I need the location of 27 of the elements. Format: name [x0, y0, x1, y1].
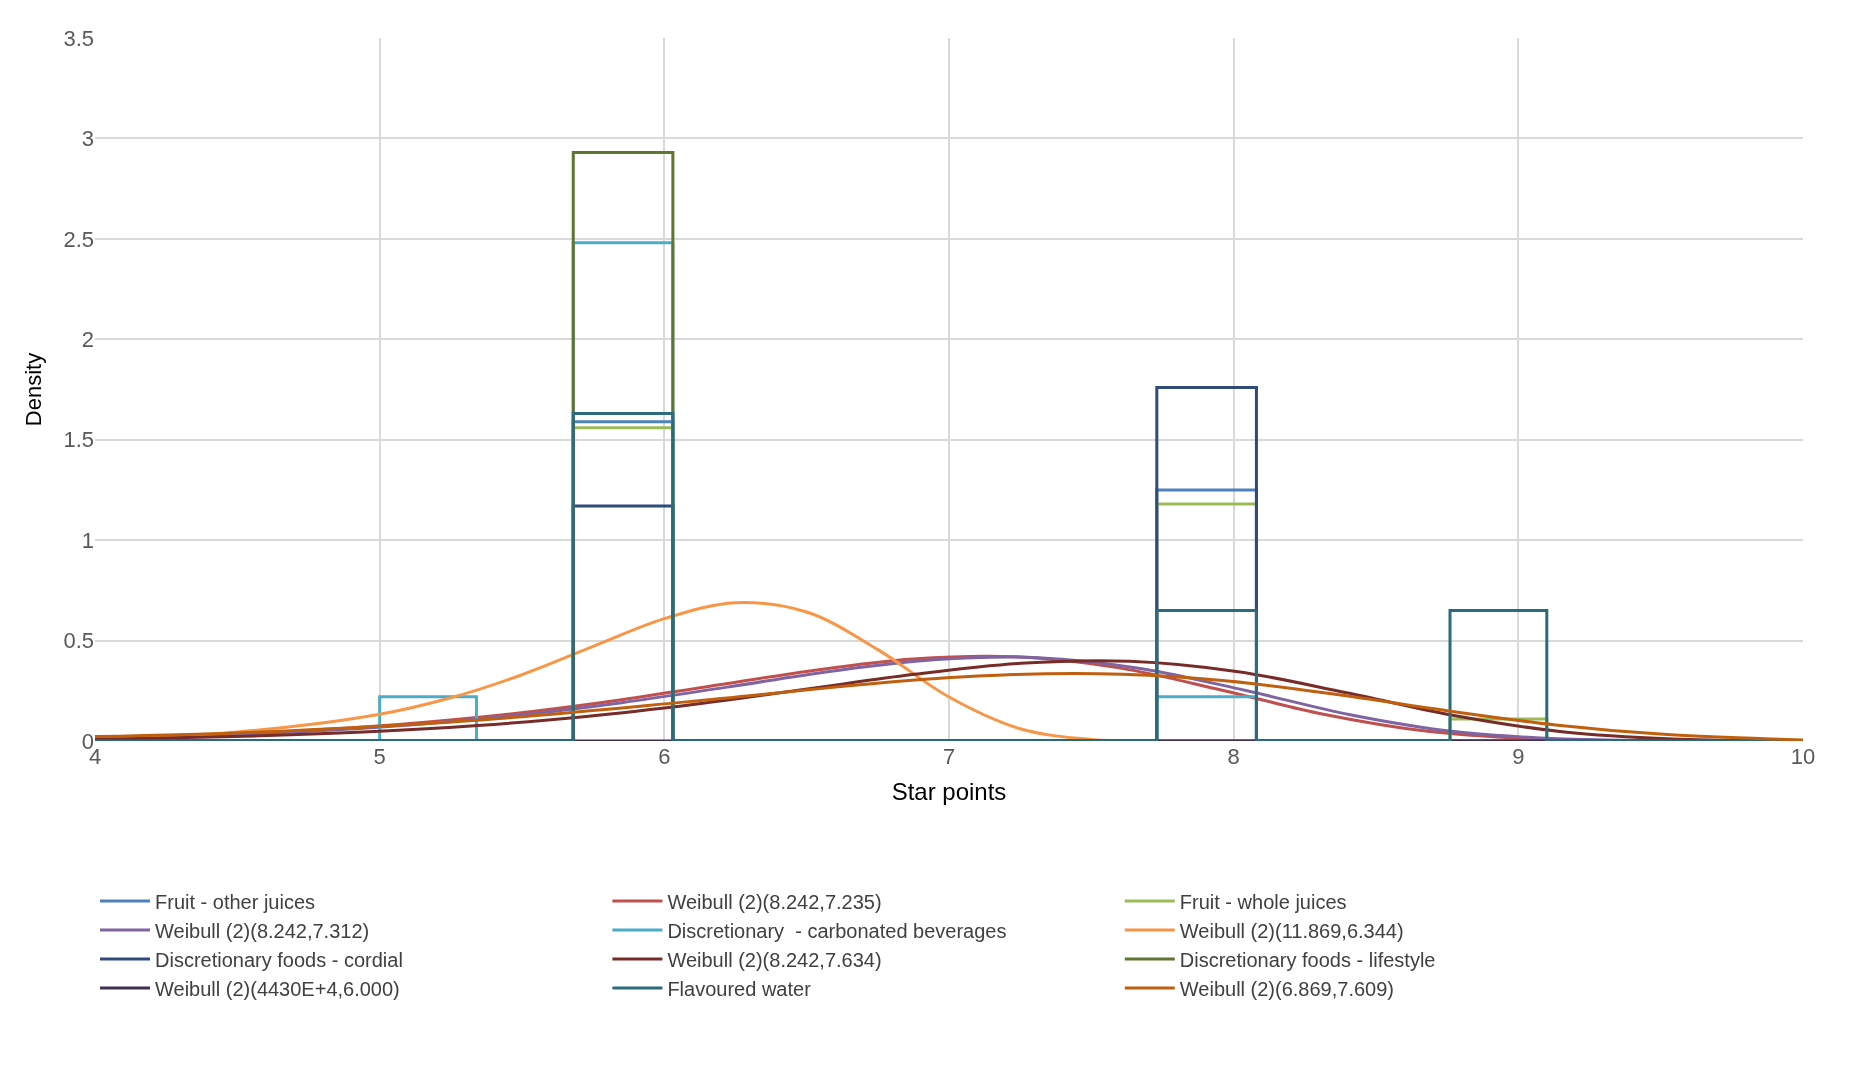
- y-tick-label: 3: [81, 126, 94, 152]
- x-tick-label: 10: [1790, 744, 1816, 769]
- legend-label: Fruit - other juices: [155, 890, 316, 913]
- x-tick-label: 5: [373, 744, 386, 769]
- legend-label: Discretionary foods - cordial: [155, 948, 403, 971]
- x-tick-label: 9: [1512, 744, 1525, 769]
- legend-label: Weibull (2)(8.242,7.235): [667, 890, 882, 913]
- legend-label: Weibull (2)(8.242,7.312): [155, 919, 370, 942]
- x-axis-title: Star points: [891, 778, 1007, 806]
- y-tick-label: 2.5: [63, 226, 94, 252]
- legend-label: Weibull (2)(11.869,6.344): [1179, 919, 1404, 942]
- x-tick-label: 6: [658, 744, 671, 769]
- legend-label: Weibull (2)(8.242,7.634): [667, 948, 882, 971]
- y-tick-label: 1: [81, 527, 94, 553]
- y-tick-label: 2: [81, 326, 94, 352]
- y-tick-label: 0.5: [63, 628, 94, 654]
- x-tick-label: 8: [1227, 744, 1240, 769]
- legend-label: Weibull (2)(6.869,7.609): [1179, 977, 1394, 1000]
- y-tick-label: 1.5: [63, 427, 94, 453]
- x-tick-label: 7: [942, 744, 956, 769]
- legend-label: Fruit - whole juices: [1179, 890, 1347, 913]
- legend-label: Discretionary - carbonated beverages: [667, 919, 1007, 942]
- legend-label: Weibull (2)(4430E+4,6.000): [155, 977, 400, 1000]
- legend-label: Discretionary foods - lifestyle: [1179, 948, 1436, 971]
- y-tick-label: 3.5: [63, 25, 94, 51]
- legend-label: Flavoured water: [667, 977, 812, 1000]
- y-axis-title: Density: [21, 352, 47, 427]
